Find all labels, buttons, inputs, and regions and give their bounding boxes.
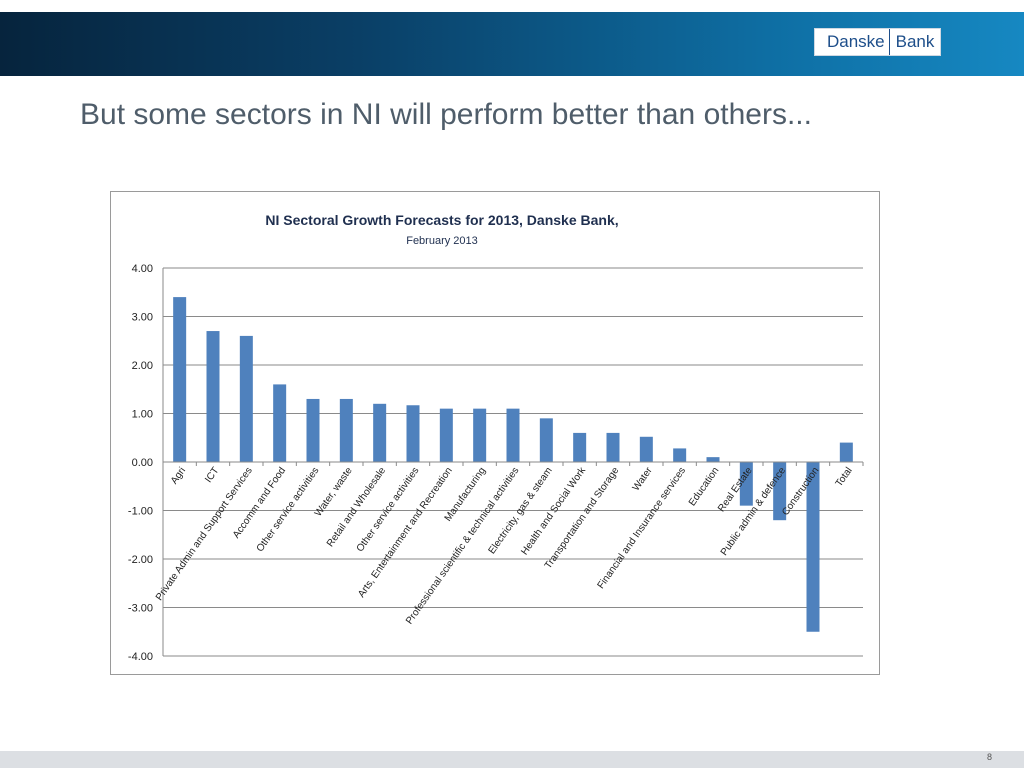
bar [839, 442, 853, 462]
y-tick-label: 1.00 [132, 409, 153, 421]
bar [373, 403, 387, 462]
category-label: ICT [203, 465, 221, 485]
category-label: Other service activities [255, 465, 322, 554]
bar [739, 462, 753, 506]
y-tick-label: -2.00 [128, 554, 153, 566]
bar [206, 331, 220, 462]
category-label: Agri [169, 465, 188, 486]
slide-title: But some sectors in NI will perform bett… [80, 98, 812, 131]
bar [606, 432, 620, 462]
y-tick-label: 2.00 [132, 360, 153, 372]
chart-subtitle: February 2013 [406, 235, 478, 247]
bar [673, 448, 687, 462]
bar [239, 335, 253, 462]
bar [773, 462, 787, 521]
danske-bank-logo: Danske Bank [814, 28, 942, 56]
category-label: Water [631, 465, 655, 493]
bar [406, 405, 420, 462]
page-number: 8 [986, 752, 992, 762]
bar [539, 418, 553, 462]
category-label: Education [687, 465, 722, 508]
y-tick-label: -1.00 [128, 506, 153, 518]
bar [573, 432, 587, 462]
bar [439, 408, 453, 462]
y-tick-label: 3.00 [132, 312, 153, 324]
bar [306, 398, 320, 462]
bar [173, 297, 187, 462]
logo-text-danske: Danske [815, 29, 890, 55]
bar [473, 408, 487, 462]
logo-text-bank: Bank [889, 29, 941, 55]
category-label: Total [834, 465, 855, 489]
y-tick-label: 4.00 [132, 263, 153, 275]
y-tick-label: -3.00 [128, 603, 153, 615]
bar [506, 408, 520, 462]
bar [273, 384, 287, 462]
category-label: Other service activities [355, 465, 422, 554]
chart-frame: NI Sectoral Growth Forecasts for 2013, D… [110, 191, 880, 675]
sector-growth-chart: NI Sectoral Growth Forecasts for 2013, D… [128, 212, 864, 663]
footer-bar [0, 751, 1024, 768]
bar [639, 436, 653, 462]
y-tick-label: -4.00 [128, 651, 153, 663]
chart-title: NI Sectoral Growth Forecasts for 2013, D… [265, 212, 618, 228]
bar [806, 462, 820, 632]
bar [706, 457, 720, 462]
category-label: Retail and Wholesale [325, 465, 388, 549]
bar [339, 398, 353, 462]
y-tick-label: 0.00 [132, 457, 153, 469]
